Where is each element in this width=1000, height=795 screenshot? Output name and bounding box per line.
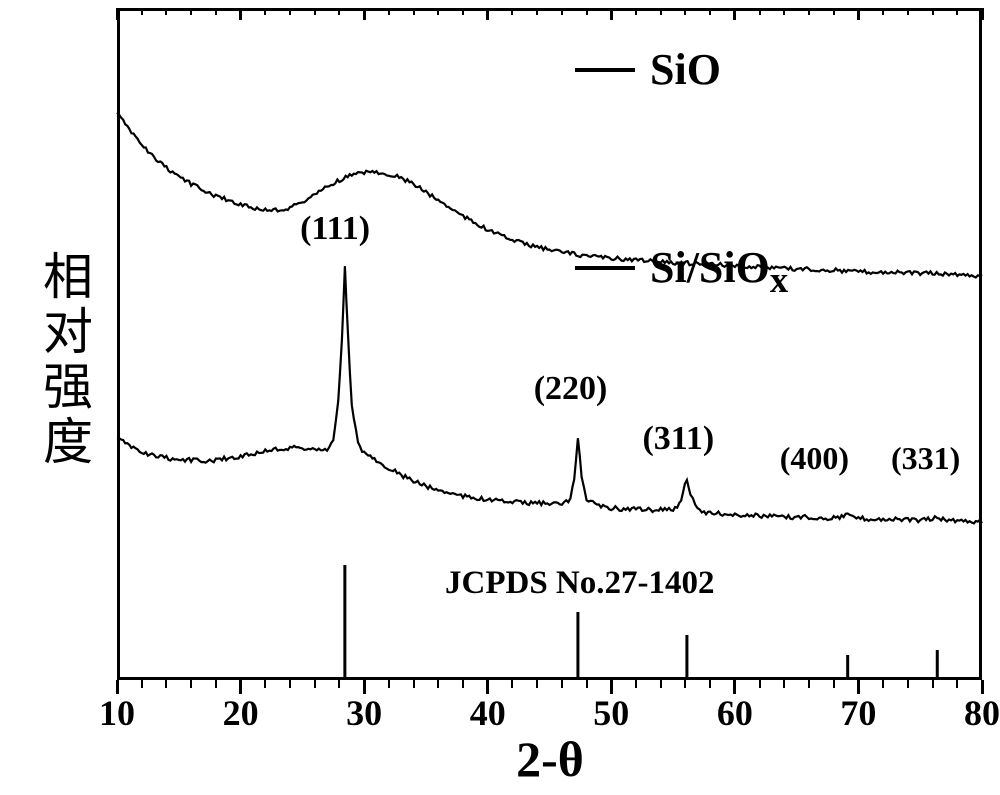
x-tick — [733, 8, 736, 20]
x-minor-tick — [759, 680, 761, 688]
x-minor-tick — [289, 680, 291, 688]
x-minor-tick — [808, 680, 810, 688]
x-minor-tick — [932, 8, 934, 15]
x-minor-tick — [561, 8, 563, 15]
legend-line — [575, 68, 635, 72]
x-tick — [857, 8, 860, 20]
x-minor-tick — [586, 8, 588, 15]
x-minor-tick — [907, 680, 909, 688]
x-tick-label: 20 — [223, 692, 259, 734]
x-minor-tick — [215, 680, 217, 688]
x-minor-tick — [536, 680, 538, 688]
x-minor-tick — [388, 680, 390, 688]
x-minor-tick — [338, 680, 340, 688]
x-minor-tick — [190, 680, 192, 688]
x-minor-tick — [511, 680, 513, 688]
x-tick — [363, 8, 366, 20]
x-minor-tick — [264, 680, 266, 688]
x-minor-tick — [190, 8, 192, 15]
x-minor-tick — [165, 8, 167, 15]
x-minor-tick — [882, 8, 884, 15]
x-minor-tick — [635, 8, 637, 15]
x-minor-tick — [165, 680, 167, 688]
x-minor-tick — [907, 8, 909, 15]
x-minor-tick — [932, 680, 934, 688]
x-tick — [981, 8, 984, 20]
peak-label: (220) — [534, 370, 608, 408]
x-minor-tick — [833, 8, 835, 15]
x-minor-tick — [141, 680, 143, 688]
x-minor-tick — [388, 8, 390, 15]
x-tick-label: 70 — [840, 692, 876, 734]
x-tick — [486, 8, 489, 20]
x-minor-tick — [635, 680, 637, 688]
peak-label: (331) — [891, 440, 960, 477]
x-axis-label: 2-θ — [450, 730, 650, 788]
x-minor-tick — [808, 8, 810, 15]
x-minor-tick — [833, 680, 835, 688]
x-minor-tick — [759, 8, 761, 15]
chart-container: 相对强度 2-θ 10 20 30 40 50 60 70 80 (111) (220) (311)… — [0, 0, 1000, 795]
x-minor-tick — [783, 8, 785, 15]
x-tick — [116, 8, 119, 20]
x-minor-tick — [882, 680, 884, 688]
x-minor-tick — [215, 8, 217, 15]
x-tick — [239, 8, 242, 20]
legend-label: Si/SiOx — [650, 242, 788, 301]
x-minor-tick — [314, 680, 316, 688]
x-minor-tick — [338, 8, 340, 15]
x-minor-tick — [314, 8, 316, 15]
x-minor-tick — [660, 8, 662, 15]
x-minor-tick — [437, 680, 439, 688]
x-minor-tick — [536, 8, 538, 15]
legend-line — [575, 266, 635, 270]
x-minor-tick — [413, 8, 415, 15]
x-minor-tick — [956, 680, 958, 688]
x-tick-label: 50 — [593, 692, 629, 734]
x-tick-label: 10 — [99, 692, 135, 734]
trace-sio — [117, 113, 982, 278]
x-minor-tick — [956, 8, 958, 15]
reference-label: JCPDS No.27-1402 — [445, 565, 715, 602]
x-minor-tick — [141, 8, 143, 15]
peak-label: (400) — [780, 440, 849, 477]
x-tick-label: 30 — [346, 692, 382, 734]
x-minor-tick — [783, 680, 785, 688]
x-minor-tick — [586, 680, 588, 688]
legend-label: SiO — [650, 44, 721, 95]
x-minor-tick — [660, 680, 662, 688]
x-tick-label: 80 — [964, 692, 1000, 734]
x-tick — [610, 8, 613, 20]
x-minor-tick — [289, 8, 291, 15]
x-minor-tick — [462, 680, 464, 688]
x-minor-tick — [684, 680, 686, 688]
x-minor-tick — [561, 680, 563, 688]
y-axis-label: 相对强度 — [28, 160, 100, 560]
x-minor-tick — [264, 8, 266, 15]
peak-label: (311) — [642, 420, 714, 458]
peak-label: (111) — [300, 210, 370, 248]
x-minor-tick — [511, 8, 513, 15]
x-tick-label: 60 — [717, 692, 753, 734]
x-minor-tick — [413, 680, 415, 688]
x-minor-tick — [437, 8, 439, 15]
x-minor-tick — [709, 680, 711, 688]
x-minor-tick — [684, 8, 686, 15]
x-minor-tick — [709, 8, 711, 15]
x-minor-tick — [462, 8, 464, 15]
x-tick-label: 40 — [470, 692, 506, 734]
